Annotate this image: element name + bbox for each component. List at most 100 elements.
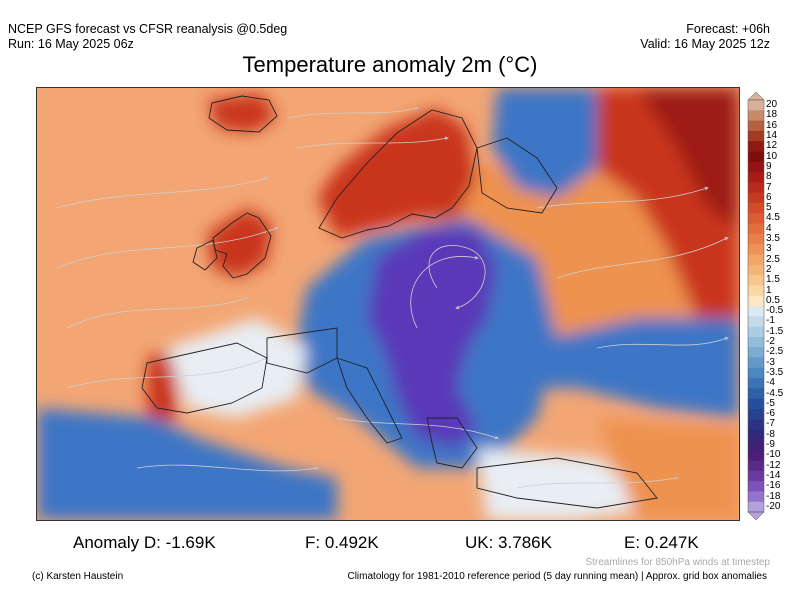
colorbar-label: -3.5 bbox=[766, 366, 784, 378]
anomaly-map[interactable] bbox=[37, 88, 739, 520]
colorbar-bars bbox=[747, 91, 765, 521]
header-left: NCEP GFS forecast vs CFSR reanalysis @0.… bbox=[8, 22, 287, 52]
cold-core-region bbox=[367, 228, 497, 448]
east-cold-tongue bbox=[507, 318, 739, 418]
iceland-outline bbox=[208, 95, 278, 133]
colorbar-label: -4 bbox=[766, 377, 775, 389]
colorbar-label: -5 bbox=[766, 397, 775, 409]
ireland-outline bbox=[192, 239, 218, 271]
colorbar-segment bbox=[748, 141, 764, 152]
colorbar-label: 9 bbox=[766, 160, 772, 172]
france-outline bbox=[266, 327, 338, 374]
colorbar-segment bbox=[748, 151, 764, 163]
colorbar-segment bbox=[748, 161, 764, 173]
colorbar-label: -1.5 bbox=[766, 325, 784, 337]
colorbar-label: -20 bbox=[766, 500, 781, 512]
header-right: Forecast: +06h Valid: 16 May 2025 12z bbox=[640, 22, 770, 52]
scandinavia-hot-region bbox=[317, 108, 477, 238]
colorbar-label: 2 bbox=[766, 263, 772, 275]
colorbar-segment bbox=[748, 100, 764, 111]
colorbar bbox=[747, 91, 765, 521]
colorbar-label: 10 bbox=[766, 150, 778, 162]
italy-outline bbox=[336, 357, 403, 444]
colorbar-segment bbox=[748, 409, 764, 420]
colorbar-segment bbox=[748, 120, 764, 132]
colorbar-segment bbox=[748, 388, 764, 400]
colorbar-label: -4.5 bbox=[766, 387, 784, 399]
credit: (c) Karsten Haustein bbox=[32, 571, 124, 582]
stat-germany: Anomaly D: -1.69K bbox=[73, 533, 216, 552]
colorbar-label: -10 bbox=[766, 449, 781, 461]
colorbar-segment bbox=[748, 450, 764, 461]
colorbar-label: 3.5 bbox=[766, 233, 780, 245]
colorbar-segment bbox=[748, 306, 764, 317]
colorbar-segment bbox=[748, 110, 764, 122]
colorbar-label: -18 bbox=[766, 490, 781, 502]
colorbar-segment bbox=[748, 336, 764, 348]
colorbar-label: -7 bbox=[766, 418, 775, 430]
streamlines bbox=[56, 106, 729, 489]
colorbar-label: 4.5 bbox=[766, 212, 780, 224]
colorbar-segment bbox=[748, 182, 764, 194]
colorbar-segment bbox=[748, 213, 764, 225]
colorbar-label: 16 bbox=[766, 119, 778, 131]
iberia-coast-warm-region bbox=[147, 348, 177, 428]
colorbar-label: 20 bbox=[766, 99, 778, 111]
anomaly-field bbox=[37, 88, 739, 520]
colorbar-segment bbox=[748, 130, 764, 142]
colorbar-label: 1 bbox=[766, 284, 772, 296]
colorbar-segment bbox=[748, 367, 764, 379]
colorbar-label: -16 bbox=[766, 480, 781, 492]
stat-uk: UK: 3.786K bbox=[465, 533, 552, 552]
colorbar-segment bbox=[748, 398, 764, 410]
colorbar-bottom-cap bbox=[747, 511, 765, 521]
colorbar-label: -6 bbox=[766, 408, 775, 420]
colorbar-segment bbox=[748, 254, 764, 266]
colorbar-segment bbox=[748, 285, 764, 297]
turkey-mixed-region bbox=[477, 448, 657, 520]
forecast-lead: Forecast: +06h bbox=[686, 22, 770, 36]
colorbar-label: 1.5 bbox=[766, 274, 780, 286]
great-britain-outline bbox=[212, 212, 272, 279]
colorbar-label: -12 bbox=[766, 459, 781, 471]
colorbar-segment bbox=[748, 501, 764, 513]
map-title: Temperature anomaly 2m (°C) bbox=[242, 52, 538, 77]
map-panel[interactable] bbox=[36, 87, 740, 521]
colorbar-segment bbox=[748, 326, 764, 338]
colorbar-label: 4 bbox=[766, 222, 772, 234]
colorbar-label: 7 bbox=[766, 181, 772, 193]
colorbar-segment bbox=[748, 244, 764, 255]
colorbar-label: -3 bbox=[766, 356, 775, 368]
colorbar-segment bbox=[748, 429, 764, 441]
colorbar-segment bbox=[748, 275, 764, 286]
colorbar-label: -1 bbox=[766, 315, 775, 327]
colorbar-label: 12 bbox=[766, 140, 778, 152]
colorbar-segment bbox=[748, 419, 764, 431]
colorbar-label: 0.5 bbox=[766, 294, 780, 306]
colorbar-segment bbox=[748, 491, 764, 503]
colorbar-label: 18 bbox=[766, 109, 778, 121]
turkey-outline bbox=[476, 457, 658, 509]
colorbar-label: 2.5 bbox=[766, 253, 780, 265]
colorbar-segment bbox=[748, 439, 764, 451]
greece-outline bbox=[426, 417, 478, 469]
iberia-outline bbox=[141, 342, 268, 414]
valid-time: Valid: 16 May 2025 12z bbox=[640, 37, 770, 51]
colorbar-label: -8 bbox=[766, 428, 775, 440]
north-africa-cold-region bbox=[37, 408, 337, 520]
colorbar-label: -2 bbox=[766, 336, 775, 348]
colorbar-label: -9 bbox=[766, 439, 775, 451]
colorbar-segment bbox=[748, 357, 764, 369]
colorbar-label: 5 bbox=[766, 202, 772, 214]
colorbar-label: 8 bbox=[766, 171, 772, 183]
colorbar-segment bbox=[748, 192, 764, 204]
middle-east-warm-region bbox=[597, 418, 739, 520]
streamlines-note: Streamlines for 850hPa winds at timestep bbox=[585, 557, 770, 568]
colorbar-segment bbox=[748, 470, 764, 482]
colorbar-top-cap bbox=[747, 91, 765, 101]
climatology-note: Climatology for 1981-2010 reference peri… bbox=[347, 571, 767, 582]
colorbar-label: -14 bbox=[766, 469, 781, 481]
colorbar-segment bbox=[748, 316, 764, 328]
colorbar-segment bbox=[748, 460, 764, 472]
colorbar-label: 6 bbox=[766, 191, 772, 203]
